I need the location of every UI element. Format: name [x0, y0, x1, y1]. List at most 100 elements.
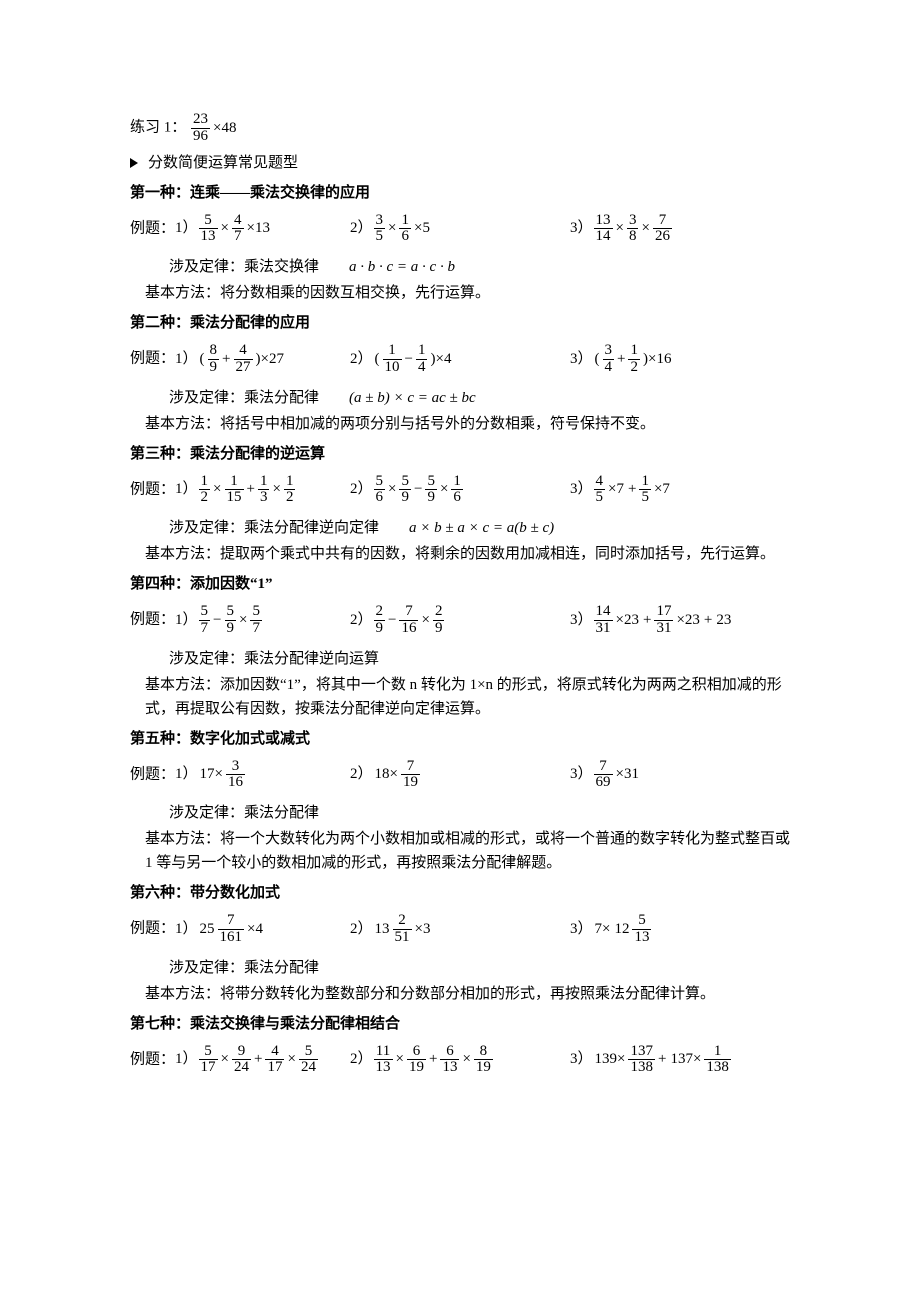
- example-item: 3）7×12513: [570, 913, 790, 946]
- law-line: 涉及定律：乘法分配律逆向运算: [130, 647, 790, 671]
- fraction: 47: [232, 213, 244, 246]
- fraction: 417: [265, 1044, 284, 1077]
- example-label: 例题：: [130, 481, 175, 497]
- method-line: 基本方法：将分数相乘的因数互相交换，先行运算。: [130, 281, 790, 305]
- fraction: 137138: [628, 1044, 655, 1077]
- item-no: 1）: [175, 477, 198, 501]
- fraction: 57: [250, 604, 262, 637]
- fraction: 59: [425, 474, 437, 507]
- method-line: 基本方法：将带分数转化为整数部分和分数部分相加的形式，再按照乘法分配律计算。: [130, 982, 790, 1006]
- fraction: 251: [393, 913, 412, 946]
- example-item: 3）769×31: [570, 759, 790, 792]
- example-row: 例题：1）(89+427)×272）(110−14)×43）(34+12)×16: [130, 343, 790, 376]
- example-item: 2）1113×619+613×819: [350, 1044, 570, 1077]
- method-line: 基本方法：将一个大数转化为两个小数相加或相减的形式，或将一个普通的数字转化为整式…: [130, 827, 790, 875]
- fraction: 719: [401, 759, 420, 792]
- sections-container: 第一种：连乘——乘法交换律的应用例题：1）513×47×132）35×16×53…: [130, 181, 790, 1077]
- item-no: 3）: [570, 762, 593, 786]
- example-item: 2）29−716×29: [350, 604, 570, 637]
- fraction: 56: [374, 474, 386, 507]
- item-no: 1）: [175, 608, 198, 632]
- method-line: 基本方法：将括号中相加减的两项分别与括号外的分数相乘，符号保持不变。: [130, 412, 790, 436]
- fraction: 1431: [594, 604, 613, 637]
- fraction: 13: [258, 474, 270, 507]
- fraction: 524: [299, 1044, 318, 1077]
- fraction: 1138: [704, 1044, 731, 1077]
- fraction: 1314: [594, 213, 613, 246]
- fraction: 89: [208, 343, 220, 376]
- fraction: 1113: [374, 1044, 393, 1077]
- fraction: 12: [284, 474, 296, 507]
- fraction: 34: [603, 343, 615, 376]
- example-row: 例题：1）517×924+417×5242）1113×619+613×8193）…: [130, 1044, 790, 1077]
- item-no: 3）: [570, 608, 593, 632]
- practice-fraction: 23 96: [191, 112, 210, 145]
- example-item: 例题：1）513×47×13: [130, 213, 350, 246]
- example-item: 2）56×59−59×16: [350, 474, 570, 507]
- example-label: 例题：: [130, 1051, 175, 1067]
- section-title: 第六种：带分数化加式: [130, 881, 790, 905]
- item-no: 2）: [350, 917, 373, 941]
- example-row: 例题：1）57−59×572）29−716×293）1431×23+1731×2…: [130, 604, 790, 637]
- law-line: 涉及定律：乘法分配律逆向定律 a × b ± a × c = a(b ± c): [130, 516, 790, 540]
- fraction: 14: [416, 343, 428, 376]
- example-item: 2）13251×3: [350, 913, 570, 946]
- item-no: 2）: [350, 216, 373, 240]
- fraction: 7161: [218, 913, 245, 946]
- example-item: 3）139×137138+137×1138: [570, 1044, 790, 1077]
- example-row: 例题：1）257161×42）13251×33）7×12513: [130, 913, 790, 946]
- item-no: 3）: [570, 477, 593, 501]
- fraction: 924: [232, 1044, 251, 1077]
- example-item: 例题：1）57−59×57: [130, 604, 350, 637]
- law-line: 涉及定律：乘法分配律: [130, 956, 790, 980]
- fraction: 726: [653, 213, 672, 246]
- example-label: 例题：: [130, 220, 175, 236]
- example-item: 例题：1）257161×4: [130, 913, 350, 946]
- fraction: 513: [632, 913, 651, 946]
- practice-label: 练习 1：: [130, 120, 186, 136]
- example-label: 例题：: [130, 766, 175, 782]
- section-title: 第七种：乘法交换律与乘法分配律相结合: [130, 1012, 790, 1036]
- section-title: 第一种：连乘——乘法交换律的应用: [130, 181, 790, 205]
- method-line: 基本方法：添加因数“1”，将其中一个数 n 转化为 1×n 的形式，将原式转化为…: [130, 673, 790, 721]
- law-formula: a × b ± a × c = a(b ± c): [409, 520, 554, 536]
- bullet-text: 分数简便运算常见题型: [148, 151, 298, 175]
- item-no: 3）: [570, 216, 593, 240]
- example-item: 3）45×7+15×7: [570, 474, 790, 507]
- bullet-heading: 分数简便运算常见题型: [130, 151, 790, 175]
- fraction: 819: [474, 1044, 493, 1077]
- fraction: 427: [234, 343, 253, 376]
- item-no: 2）: [350, 1047, 373, 1071]
- fraction: 16: [399, 213, 411, 246]
- method-line: 基本方法：提取两个乘式中共有的因数，将剩余的因数用加减相连，同时添加括号，先行运…: [130, 542, 790, 566]
- section-title: 第二种：乘法分配律的应用: [130, 311, 790, 335]
- example-item: 2）35×16×5: [350, 213, 570, 246]
- law-formula: a · b · c = a · c · b: [349, 259, 455, 275]
- item-no: 2）: [350, 762, 373, 786]
- item-no: 3）: [570, 347, 593, 371]
- item-no: 1）: [175, 762, 198, 786]
- example-item: 3）(34+12)×16: [570, 343, 790, 376]
- section-title: 第五种：数字化加式或减式: [130, 727, 790, 751]
- document-page: 练习 1： 23 96 ×48 分数简便运算常见题型 第一种：连乘——乘法交换律…: [0, 0, 920, 1146]
- example-item: 例题：1）17×316: [130, 759, 350, 792]
- chevron-icon: [130, 158, 138, 168]
- fraction: 619: [407, 1044, 426, 1077]
- fraction: 59: [225, 604, 237, 637]
- example-label: 例题：: [130, 921, 175, 937]
- item-no: 3）: [570, 917, 593, 941]
- fraction: 316: [226, 759, 245, 792]
- item-no: 1）: [175, 1047, 198, 1071]
- item-no: 1）: [175, 347, 198, 371]
- item-no: 2）: [350, 477, 373, 501]
- fraction: 38: [627, 213, 639, 246]
- fraction: 59: [399, 474, 411, 507]
- practice-1: 练习 1： 23 96 ×48: [130, 112, 790, 145]
- example-label: 例题：: [130, 612, 175, 628]
- example-label: 例题：: [130, 351, 175, 367]
- fraction: 12: [628, 343, 640, 376]
- item-no: 1）: [175, 917, 198, 941]
- fraction: 16: [451, 474, 463, 507]
- example-item: 3）1314×38×726: [570, 213, 790, 246]
- law-line: 涉及定律：乘法交换律 a · b · c = a · c · b: [130, 255, 790, 279]
